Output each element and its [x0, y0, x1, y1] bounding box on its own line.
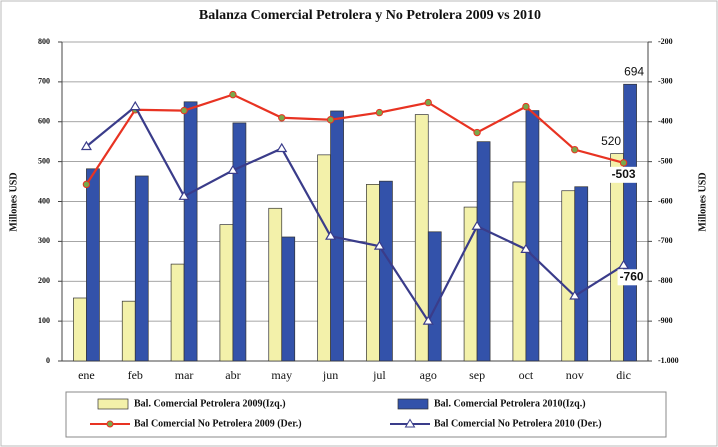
bar	[561, 190, 576, 362]
y-tick-label: 500	[38, 156, 50, 165]
y2-tick-label: -600	[658, 196, 673, 205]
y-axis-label: Millones USD	[8, 172, 19, 231]
y2-tick-label: -1.000	[658, 356, 679, 365]
line-marker	[571, 145, 579, 154]
line-marker	[522, 102, 530, 111]
data-label: -760	[620, 269, 644, 283]
y2-tick-label: -300	[658, 77, 673, 86]
bar	[232, 122, 247, 362]
bar	[366, 184, 380, 362]
bar	[73, 297, 87, 362]
x-tick-label: oct	[519, 368, 534, 382]
x-tick-label: jul	[372, 368, 386, 382]
line-marker	[129, 100, 141, 111]
x-tick-label: feb	[128, 368, 143, 382]
y-tick-label: 800	[38, 37, 50, 46]
x-tick-label: jun	[322, 368, 338, 382]
line	[85, 104, 625, 324]
y-tick-label: 400	[38, 196, 50, 205]
legend-label: Bal Comercial No Petrolera 2010 (Der.)	[434, 418, 602, 429]
line-marker	[422, 315, 434, 325]
legend-swatch	[397, 398, 429, 410]
data-label: -503	[612, 167, 636, 181]
line	[85, 93, 624, 185]
bar	[317, 154, 331, 362]
line-marker	[473, 128, 481, 137]
data-label: 520	[601, 134, 621, 148]
line-marker	[278, 114, 286, 122]
legend	[65, 391, 667, 438]
line-marker	[618, 259, 630, 269]
line-marker	[326, 116, 335, 124]
y-tick-label: 700	[38, 77, 50, 86]
line-marker	[229, 90, 237, 99]
line-marker	[520, 243, 532, 253]
bar	[525, 110, 540, 362]
bar	[183, 101, 198, 362]
x-tick-label: mar	[175, 368, 194, 382]
line-marker	[373, 240, 385, 250]
y-tick-label: 100	[38, 316, 50, 325]
bar	[476, 141, 491, 362]
bar	[427, 231, 442, 362]
y2-tick-label: -800	[658, 276, 673, 285]
y-tick-label: 300	[38, 236, 50, 245]
y2-tick-label: -900	[658, 316, 673, 325]
legend-marker	[404, 418, 416, 428]
line-marker	[325, 230, 337, 240]
x-tick-label: sep	[469, 368, 485, 382]
data-label-box	[609, 166, 638, 183]
y-tick-label: 0	[46, 356, 50, 365]
legend-label: Bal Comercial No Petrolera 2009 (Der.)	[134, 418, 302, 429]
legend-label: Bal. Comercial Petrolera 2010(Izq.)	[434, 398, 586, 409]
bar	[121, 300, 136, 362]
legend-marker	[106, 420, 114, 428]
bar	[623, 83, 637, 362]
bar	[219, 224, 234, 362]
bar	[281, 236, 296, 362]
line-marker	[180, 106, 188, 115]
y2-tick-label: -200	[658, 37, 673, 46]
data-label: 694	[624, 64, 644, 78]
line-marker	[569, 290, 581, 300]
chart-title: Balanza Comercial Petrolera y No Petrole…	[199, 8, 541, 23]
x-tick-label: may	[271, 368, 292, 382]
bar	[379, 180, 393, 362]
line-marker	[178, 190, 190, 200]
bar	[512, 181, 527, 362]
y2-tick-label: -400	[658, 117, 673, 126]
line-marker	[619, 159, 628, 167]
line-marker	[375, 108, 384, 117]
x-tick-label: dic	[616, 368, 631, 382]
line-marker	[80, 140, 92, 151]
y-tick-label: 200	[38, 276, 50, 285]
line-marker	[276, 142, 288, 153]
line-marker	[227, 164, 239, 174]
line-marker	[471, 220, 483, 230]
y2-axis-label: Millones USD	[697, 172, 708, 231]
x-tick-label: abr	[225, 368, 240, 382]
x-tick-label: ago	[420, 368, 437, 382]
bar	[134, 175, 149, 362]
legend-swatch	[97, 398, 129, 410]
x-tick-label: ene	[78, 368, 95, 382]
bar	[268, 207, 283, 362]
bar	[86, 168, 100, 362]
bar	[170, 263, 185, 362]
data-label-box	[617, 269, 646, 286]
y-tick-label: 600	[38, 117, 50, 126]
y2-tick-label: -500	[658, 156, 673, 165]
bar	[574, 186, 589, 362]
legend-label: Bal. Comercial Petrolera 2009(Izq.)	[134, 398, 286, 409]
x-tick-label: nov	[566, 368, 584, 382]
y2-tick-label: -700	[658, 236, 673, 245]
bar	[610, 153, 624, 362]
line-marker	[82, 180, 91, 189]
line-marker	[424, 98, 432, 107]
